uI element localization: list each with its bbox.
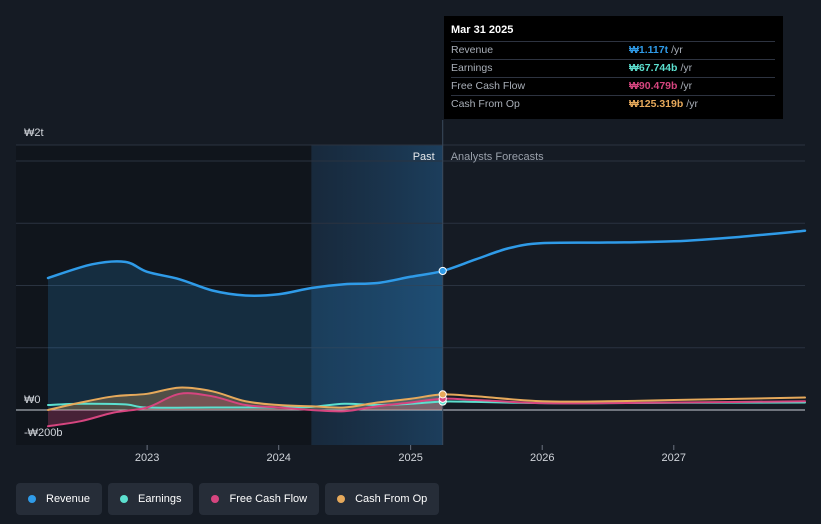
legend-item-free-cash-flow[interactable]: Free Cash Flow <box>199 483 320 515</box>
y-axis-label: ₩0 <box>24 394 41 406</box>
tooltip-value: ₩1.117t <box>629 44 669 56</box>
financial-chart: Past Analysts Forecasts ₩2t ₩0 -₩200b 2023… <box>16 120 807 464</box>
tooltip-row-revenue: Revenue ₩1.117t/yr <box>451 41 775 59</box>
x-axis-label: 2026 <box>530 452 554 464</box>
tooltip-label: Cash From Op <box>451 98 520 110</box>
legend-label: Earnings <box>138 493 182 505</box>
legend-item-earnings[interactable]: Earnings <box>108 483 194 515</box>
tooltip-row-free-cash-flow: Free Cash Flow ₩90.479b/yr <box>451 77 775 95</box>
forecast-label: Analysts Forecasts <box>451 151 544 163</box>
y-axis-labels: ₩2t ₩0 -₩200b <box>24 127 63 439</box>
tooltip-unit: /yr <box>680 62 693 74</box>
hover-points <box>438 266 447 406</box>
cash-from-op-hover-point <box>438 390 447 399</box>
series-lines <box>46 229 807 428</box>
tooltip-label: Revenue <box>451 44 494 56</box>
legend-dot-icon <box>211 495 220 503</box>
tooltip-row-cash-from-op: Cash From Op ₩125.319b/yr <box>451 95 775 113</box>
y-axis-label: -₩200b <box>24 427 63 439</box>
tooltip-rows: Revenue ₩1.117t/yr Earnings ₩67.744b/yr Free… <box>451 41 775 113</box>
revenue-area <box>48 261 443 410</box>
tooltip-date: Mar 31 2025 <box>451 24 514 36</box>
revenue-hover-point <box>438 266 447 276</box>
x-axis-ticks: 2023 2024 2025 2026 2027 <box>135 445 686 464</box>
x-axis-label: 2025 <box>398 452 422 464</box>
x-axis-label: 2027 <box>662 452 686 464</box>
y-axis-label: ₩2t <box>24 127 44 139</box>
x-axis-label: 2024 <box>266 452 290 464</box>
legend-dot-icon <box>120 495 129 503</box>
tooltip-value: ₩125.319b <box>629 98 684 110</box>
tooltip: Mar 31 2025 Revenue ₩1.117t/yr Earnings ₩67… <box>444 16 783 119</box>
legend-label: Free Cash Flow <box>229 493 308 505</box>
legend-item-revenue[interactable]: Revenue <box>16 483 103 515</box>
tooltip-label: Earnings <box>451 62 493 74</box>
cash-from-op-area <box>48 387 443 410</box>
tooltip-unit: /yr <box>671 44 683 56</box>
cash-from-op-line <box>47 386 806 411</box>
tooltip-value: ₩67.744b <box>629 62 678 74</box>
revenue-line <box>46 229 807 297</box>
tooltip-value: ₩90.479b <box>629 80 678 92</box>
tooltip-unit: /yr <box>686 98 698 110</box>
free-cash-flow-line <box>47 392 806 428</box>
tooltip-row-earnings: Earnings ₩67.744b/yr <box>451 59 775 77</box>
series-fills <box>48 261 443 427</box>
legend: Revenue Earnings Free Cash Flow Cash From O… <box>16 483 440 515</box>
past-region-highlight <box>311 145 443 445</box>
tooltip-label: Free Cash Flow <box>451 80 526 92</box>
legend-dot-icon <box>28 495 36 503</box>
free-cash-flow-area <box>48 393 443 427</box>
legend-dot-icon <box>337 495 346 503</box>
x-axis-label: 2023 <box>135 452 159 464</box>
legend-label: Revenue <box>46 493 91 505</box>
tooltip-unit: /yr <box>680 80 693 92</box>
legend-item-cash-from-op[interactable]: Cash From Op <box>325 483 440 515</box>
past-label: Past <box>413 151 435 163</box>
legend-label: Cash From Op <box>355 493 428 505</box>
gridlines <box>16 144 805 411</box>
